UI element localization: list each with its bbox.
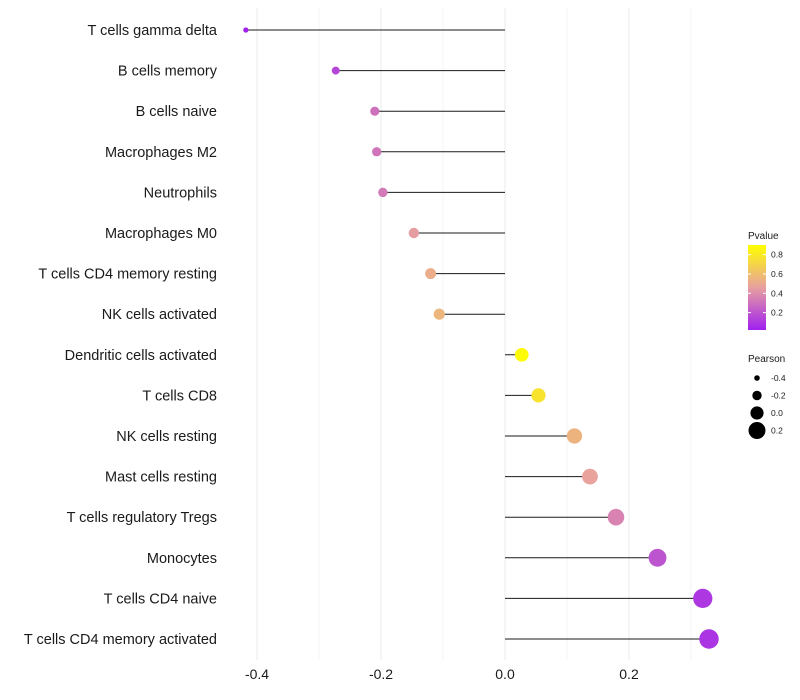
lollipop-point [566, 428, 583, 444]
pvalue-legend-label: 0.2 [771, 308, 783, 318]
lollipop-point [531, 388, 546, 403]
pvalue-color-legend: Pvalue 0.8 0.6 0.4 0.2 [748, 231, 783, 330]
lollipop-point [607, 508, 625, 526]
category-label: T cells CD4 memory activated [24, 632, 217, 648]
pvalue-legend-title: Pvalue [748, 231, 779, 242]
pvalue-legend-label: 0.6 [771, 269, 783, 279]
pearson-legend-label: -0.2 [771, 391, 786, 401]
pvalue-legend-label: 0.4 [771, 288, 783, 298]
lollipop-point [243, 27, 249, 33]
pearson-legend-label: 0.2 [771, 426, 783, 436]
category-label: Monocytes [147, 551, 217, 567]
category-label: Macrophages M2 [105, 145, 217, 161]
pearson-legend-key [754, 375, 760, 381]
category-label: T cells CD8 [142, 388, 217, 404]
lollipop-point [378, 187, 388, 198]
pearson-legend-key [748, 422, 766, 439]
lollipop-point [582, 468, 598, 485]
category-label: T cells regulatory Tregs [67, 510, 217, 526]
category-label: T cells CD4 memory resting [38, 267, 217, 283]
lollipop-points [243, 27, 719, 649]
category-label: Mast cells resting [105, 470, 217, 486]
lollipop-point [693, 588, 713, 609]
lollipop-point [425, 268, 437, 280]
x-axis-tick-labels: -0.4 -0.2 0.0 0.2 [245, 666, 639, 682]
category-label: B cells memory [118, 64, 218, 80]
pearson-legend-key [752, 390, 762, 401]
category-label: Macrophages M0 [105, 226, 217, 242]
pearson-legend-key [750, 406, 764, 420]
pvalue-colorbar [748, 245, 766, 330]
gridlines [256, 8, 692, 660]
category-label: Neutrophils [144, 185, 217, 201]
lollipop-point [372, 147, 382, 157]
lollipop-point [514, 347, 529, 362]
x-tick-label: 0.2 [619, 666, 639, 682]
category-label: T cells gamma delta [88, 23, 218, 39]
category-label: Dendritic cells activated [65, 348, 217, 364]
lollipop-stems [245, 29, 709, 640]
category-label: NK cells resting [116, 429, 217, 445]
lollipop-point [699, 629, 719, 649]
category-label: NK cells activated [102, 307, 217, 323]
pearson-size-legend: Pearson -0.4 -0.2 0.0 0.2 [748, 354, 786, 439]
pearson-legend-label: 0.0 [771, 408, 783, 418]
lollipop-point [648, 548, 667, 567]
pearson-legend-label: -0.4 [771, 373, 786, 383]
lollipop-point [433, 308, 445, 320]
category-label: B cells naive [136, 104, 217, 120]
category-label: T cells CD4 naive [104, 591, 217, 607]
x-tick-label: -0.2 [369, 666, 393, 682]
x-tick-label: -0.4 [245, 666, 269, 682]
pvalue-legend-label: 0.8 [771, 250, 783, 260]
category-labels: T cells gamma delta B cells memory B cells… [24, 23, 218, 648]
lollipop-point [370, 106, 380, 116]
x-tick-label: 0.0 [495, 666, 515, 682]
lollipop-point [408, 227, 420, 239]
lollipop-point [331, 66, 340, 75]
pearson-legend-title: Pearson [748, 354, 785, 365]
